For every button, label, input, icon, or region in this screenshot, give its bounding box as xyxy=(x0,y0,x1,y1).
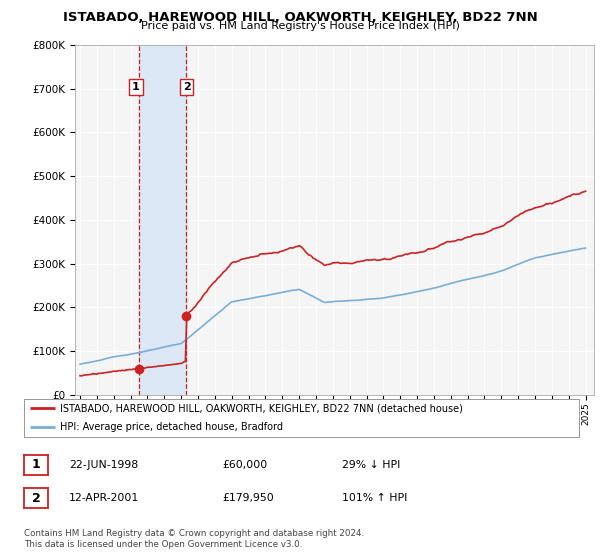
Bar xyxy=(139,45,186,395)
Text: 29% ↓ HPI: 29% ↓ HPI xyxy=(342,460,400,470)
Text: 101% ↑ HPI: 101% ↑ HPI xyxy=(342,493,407,503)
Text: 1: 1 xyxy=(32,458,40,472)
Text: £179,950: £179,950 xyxy=(222,493,274,503)
Text: 22-JUN-1998: 22-JUN-1998 xyxy=(69,460,138,470)
Text: ISTABADO, HAREWOOD HILL, OAKWORTH, KEIGHLEY, BD22 7NN: ISTABADO, HAREWOOD HILL, OAKWORTH, KEIGH… xyxy=(62,11,538,24)
Text: HPI: Average price, detached house, Bradford: HPI: Average price, detached house, Brad… xyxy=(60,422,283,432)
Text: 12-APR-2001: 12-APR-2001 xyxy=(69,493,139,503)
Text: ISTABADO, HAREWOOD HILL, OAKWORTH, KEIGHLEY, BD22 7NN (detached house): ISTABADO, HAREWOOD HILL, OAKWORTH, KEIGH… xyxy=(60,403,463,413)
Text: Contains HM Land Registry data © Crown copyright and database right 2024.
This d: Contains HM Land Registry data © Crown c… xyxy=(24,529,364,549)
Text: 2: 2 xyxy=(182,82,190,92)
Text: Price paid vs. HM Land Registry's House Price Index (HPI): Price paid vs. HM Land Registry's House … xyxy=(140,21,460,31)
Text: 2: 2 xyxy=(32,492,40,505)
Text: 1: 1 xyxy=(132,82,140,92)
Text: £60,000: £60,000 xyxy=(222,460,267,470)
